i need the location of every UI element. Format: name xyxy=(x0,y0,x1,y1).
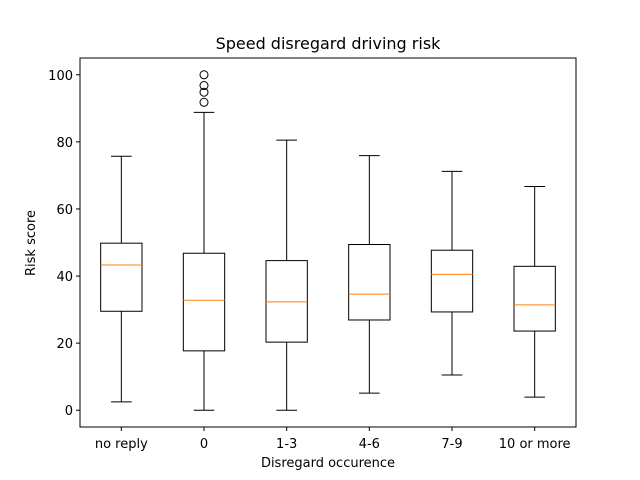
y-axis-title: Risk score xyxy=(24,210,39,276)
outlier-point xyxy=(199,81,209,91)
x-tick-label: 10 or more xyxy=(499,437,571,452)
y-axis: 0 20 40 60 80 100 xyxy=(48,69,80,419)
x-tick-label: 0 xyxy=(200,437,208,452)
chart-title: Speed disregard driving risk xyxy=(216,34,442,53)
y-tick-label: 20 xyxy=(56,337,73,352)
outlier-point xyxy=(199,97,209,107)
iqr-box xyxy=(100,242,143,312)
iqr-box xyxy=(265,260,308,343)
box-3 xyxy=(265,139,308,411)
iqr-box xyxy=(430,249,474,313)
x-tick-label: 7-9 xyxy=(441,437,462,452)
outlier-point xyxy=(199,87,209,97)
outlier-point xyxy=(199,70,209,80)
box-6 xyxy=(513,185,556,398)
y-tick-label: 80 xyxy=(56,136,73,151)
box-4 xyxy=(348,155,391,394)
y-tick-label: 40 xyxy=(56,270,73,285)
y-tick-label: 60 xyxy=(56,203,73,218)
y-tick-label: 100 xyxy=(48,69,73,84)
iqr-box xyxy=(513,265,556,332)
y-tick-label: 0 xyxy=(65,404,73,419)
x-tick-label: no reply xyxy=(95,437,148,452)
x-axis: no reply 0 1-3 4-6 7-9 10 or more xyxy=(95,427,571,452)
box-1 xyxy=(100,155,143,403)
iqr-box xyxy=(348,244,391,321)
axes-frame xyxy=(79,57,577,428)
x-tick-label: 4-6 xyxy=(359,437,380,452)
plot-area xyxy=(100,70,556,411)
box-5 xyxy=(430,170,474,376)
x-axis-title: Disregard occurence xyxy=(261,456,395,471)
box-2 xyxy=(182,70,226,411)
iqr-box xyxy=(182,252,226,352)
x-tick-label: 1-3 xyxy=(276,437,297,452)
